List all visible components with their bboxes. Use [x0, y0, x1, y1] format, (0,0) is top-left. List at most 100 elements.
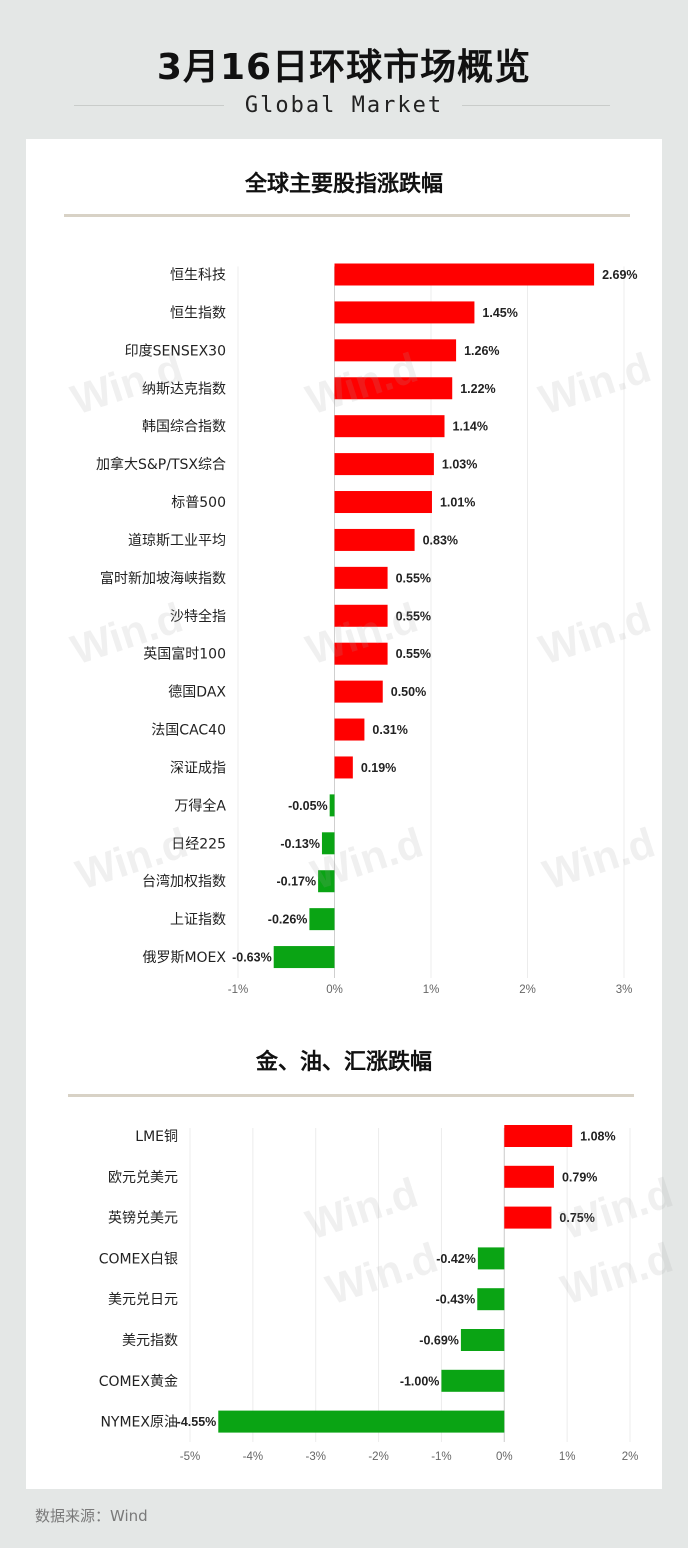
x-tick-label: -1%	[228, 984, 248, 996]
x-tick-label: 3%	[616, 984, 633, 996]
category-label: 韩国综合指数	[142, 419, 226, 435]
category-label: COMEX白银	[99, 1251, 178, 1267]
value-label: -0.42%	[436, 1252, 476, 1266]
category-label: COMEX黄金	[99, 1373, 178, 1390]
value-label: -0.26%	[268, 913, 308, 927]
x-tick-label: -1%	[431, 1451, 451, 1463]
bar	[309, 908, 335, 931]
x-tick-label: -2%	[368, 1451, 388, 1463]
equity-index-chart: -1% 0% 1% 2% 3% 恒生科技 2.69% 恒生指数 1.45% 印度SENSEX30 1…	[96, 263, 638, 996]
x-tick-label: 0%	[496, 1451, 513, 1463]
category-label: NYMEX原油	[100, 1415, 178, 1431]
value-label: 0.31%	[372, 723, 407, 737]
bar	[504, 1206, 552, 1229]
bar	[334, 642, 388, 665]
page-title: 3月16日环球市场概览	[156, 47, 532, 88]
value-label: 0.79%	[562, 1170, 597, 1184]
category-label: 印度SENSEX30	[125, 343, 226, 359]
category-label: 美元兑日元	[108, 1292, 178, 1308]
category-label: 恒生指数	[170, 305, 226, 321]
bar	[318, 870, 335, 893]
category-label: 恒生科技	[170, 268, 226, 284]
value-label: 1.14%	[453, 420, 488, 434]
value-label: 1.08%	[580, 1130, 615, 1144]
bar	[477, 1288, 505, 1311]
bar	[334, 566, 388, 589]
category-label: 道琼斯工业平均	[128, 533, 226, 549]
bar	[329, 794, 335, 817]
value-label: 1.22%	[460, 382, 495, 396]
category-label: 纳斯达克指数	[142, 381, 226, 397]
bar	[334, 453, 434, 476]
value-label: 2.69%	[602, 268, 637, 282]
bar	[321, 832, 335, 855]
category-label: 日经225	[171, 836, 226, 852]
value-label: 0.50%	[391, 685, 426, 699]
bar	[334, 339, 457, 362]
value-label: -0.63%	[232, 951, 272, 965]
value-label: -4.55%	[177, 1415, 217, 1429]
category-label: 台湾加权指数	[142, 873, 226, 890]
x-tick-label: -5%	[180, 1451, 200, 1463]
value-label: -0.43%	[436, 1293, 476, 1307]
bar	[334, 528, 415, 551]
value-label: 1.01%	[440, 496, 475, 510]
value-label: -1.00%	[400, 1374, 440, 1388]
category-label: 深证成指	[170, 760, 226, 776]
equity-title-rule	[64, 214, 630, 217]
category-label: 富时新加坡海峡指数	[100, 570, 226, 587]
bar	[334, 756, 353, 779]
bar	[334, 301, 475, 324]
category-label: 加拿大S&P/TSX综合	[96, 456, 226, 473]
x-tick-label: 2%	[519, 984, 536, 996]
page-header: 3月16日环球市场概览 Global Market	[0, 0, 688, 138]
value-label: 0.55%	[396, 571, 431, 585]
value-label: -0.17%	[276, 875, 316, 889]
category-label: 英国富时100	[143, 646, 226, 663]
data-source-note: 数据来源：Wind	[35, 1507, 148, 1525]
value-label: 1.26%	[464, 344, 499, 358]
value-label: 0.19%	[361, 761, 396, 775]
bar	[334, 415, 445, 438]
category-label: 上证指数	[170, 912, 226, 928]
value-label: -0.13%	[280, 837, 320, 851]
page-subtitle: Global Market	[244, 93, 444, 118]
category-label: 万得全A	[174, 797, 226, 814]
subtitle-rule-right	[462, 105, 610, 106]
x-tick-label: -3%	[305, 1451, 325, 1463]
x-tick-label: 1%	[559, 1451, 576, 1463]
commodity-chart-title: 金、油、汇涨跌幅	[255, 1050, 432, 1075]
subtitle-rule-left	[74, 105, 224, 106]
category-label: 德国DAX	[168, 685, 226, 701]
bar	[334, 263, 595, 286]
category-label: 英镑兑美元	[108, 1210, 178, 1227]
value-label: 0.55%	[396, 609, 431, 623]
bar	[273, 946, 335, 969]
bar	[504, 1165, 554, 1188]
bar	[441, 1369, 505, 1392]
bar	[218, 1410, 505, 1433]
category-label: 欧元兑美元	[108, 1170, 178, 1186]
value-label: -0.69%	[419, 1334, 459, 1348]
bar	[334, 491, 432, 514]
x-tick-label: 0%	[326, 984, 343, 996]
bar	[477, 1247, 505, 1270]
category-label: 标普500	[171, 495, 226, 511]
commodity-fx-chart: -5% -4% -3% -2% -1% 0% 1% 2% LME铜 1.08% 欧元兑美元 0.79%…	[99, 1125, 639, 1463]
equity-chart-title: 全球主要股指涨跌幅	[244, 172, 443, 197]
bar	[334, 377, 453, 400]
bar	[460, 1329, 505, 1351]
value-label: 0.83%	[423, 533, 458, 547]
value-label: 0.75%	[559, 1211, 594, 1225]
category-label: 俄罗斯MOEX	[142, 950, 226, 966]
x-tick-label: 2%	[622, 1451, 639, 1463]
x-tick-label: -4%	[243, 1451, 263, 1463]
category-label: 法国CAC40	[151, 723, 226, 739]
content-card	[26, 139, 662, 1489]
bar	[334, 604, 388, 627]
value-label: 0.55%	[396, 647, 431, 661]
bar	[334, 718, 365, 741]
x-tick-label: 1%	[423, 984, 440, 996]
category-label: 沙特全指	[170, 608, 226, 625]
value-label: 1.03%	[442, 458, 477, 472]
